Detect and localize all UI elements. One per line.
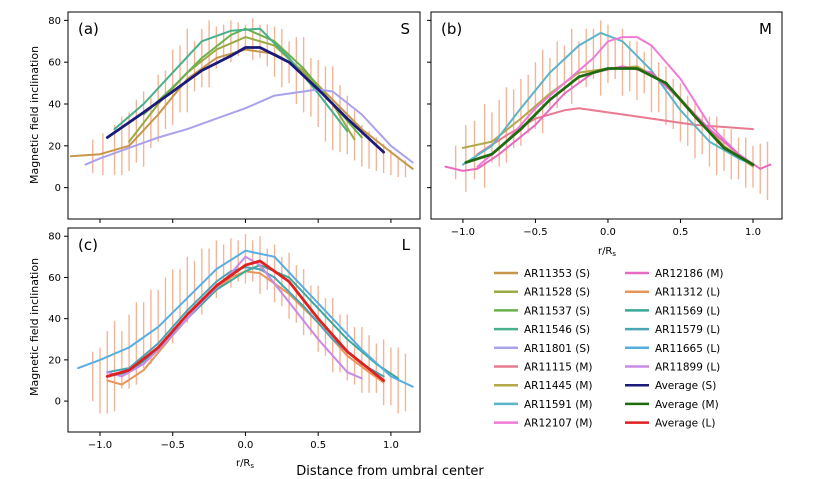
series-line-ar11591-m bbox=[461, 31, 754, 166]
legend-label: AR11801 (S) bbox=[524, 343, 590, 355]
y-tick-label: 60 bbox=[48, 58, 61, 69]
legend-label: Average (L) bbox=[655, 418, 716, 430]
x-tick-label: −0.5 bbox=[523, 227, 547, 238]
ylabel-top: Magnetic field inclination bbox=[28, 46, 41, 184]
panel-label-b: (b) bbox=[441, 20, 462, 38]
y-tick-label: 60 bbox=[48, 273, 61, 284]
y-tick-label: 80 bbox=[48, 16, 61, 27]
x-tick-label: 0.0 bbox=[600, 227, 616, 238]
y-tick-label: 0 bbox=[55, 397, 61, 408]
x-tick-label: −1.0 bbox=[88, 440, 112, 451]
corner-label-b: M bbox=[759, 20, 772, 38]
corner-label-c: L bbox=[402, 236, 411, 254]
legend-label: AR12107 (M) bbox=[524, 418, 592, 430]
plot-area-b bbox=[444, 20, 772, 201]
y-tick-label: 20 bbox=[48, 141, 61, 152]
panel-label-a: (a) bbox=[78, 20, 99, 38]
series-line-ar11353-s bbox=[69, 48, 414, 170]
legend-label: AR11537 (S) bbox=[524, 305, 590, 317]
legend-label: Average (S) bbox=[655, 380, 716, 392]
panel-label-c: (c) bbox=[78, 236, 98, 254]
series-line-ar12107-m bbox=[476, 36, 754, 168]
legend-label: AR11546 (S) bbox=[524, 324, 590, 336]
axes-frame-a bbox=[67, 11, 421, 220]
series-line-average-m bbox=[464, 67, 755, 166]
legend-label: AR11528 (S) bbox=[524, 287, 590, 299]
ylabel-bottom: Magnetic field inclination bbox=[28, 258, 41, 396]
panel-a: 0 20 40 60 80 (a) S bbox=[48, 11, 421, 223]
y-tick-label: 80 bbox=[48, 232, 61, 243]
series-line-ar11899-l bbox=[106, 255, 363, 380]
panel-b: −1.0 −0.5 0.0 0.5 1.0 (b) M bbox=[427, 11, 783, 238]
series-line-ar11537-s bbox=[142, 27, 363, 139]
series-line-ar11579-l bbox=[106, 266, 385, 378]
plot-area-c bbox=[77, 234, 414, 414]
y-tick-label: 40 bbox=[48, 314, 61, 325]
y-tick-label: 40 bbox=[48, 100, 61, 111]
x-tick-label: 1.0 bbox=[745, 227, 761, 238]
legend-label: AR12186 (M) bbox=[655, 268, 723, 280]
legend-label: AR11665 (L) bbox=[655, 343, 720, 355]
series-line-ar11665-l bbox=[77, 249, 414, 388]
series-line-average-l bbox=[105, 259, 385, 382]
legend-label: AR11579 (L) bbox=[655, 324, 720, 336]
panel-c: −1.0 −0.5 0.0 0.5 1.0 0 20 40 60 80 (c) L bbox=[48, 227, 421, 451]
x-tick-label: −1.0 bbox=[451, 227, 475, 238]
y-tick-label: 0 bbox=[55, 183, 61, 194]
legend-label: AR11591 (M) bbox=[524, 399, 592, 411]
series-line-average-s bbox=[105, 46, 385, 154]
legend-label: AR11899 (L) bbox=[655, 362, 720, 374]
x-tick-label: 1.0 bbox=[383, 440, 399, 451]
xlabel-sub-c: r/Rs bbox=[236, 458, 254, 470]
axes-frame-c bbox=[67, 227, 421, 433]
xlabel-sub-b: r/Rs bbox=[598, 246, 616, 258]
xlabel-global: Distance from umbral center bbox=[296, 464, 484, 479]
legend-label: AR11115 (M) bbox=[524, 362, 592, 374]
y-tick-label: 20 bbox=[48, 355, 61, 366]
series-line-ar11801-s bbox=[84, 88, 414, 166]
legend-label: AR11569 (L) bbox=[655, 305, 720, 317]
x-tick-label: −0.5 bbox=[161, 440, 185, 451]
legend: AR11353 (S) AR11528 (S) AR11537 (S) AR11546… bbox=[494, 268, 723, 430]
legend-label: AR11445 (M) bbox=[524, 380, 592, 392]
axes-frame-b bbox=[430, 11, 783, 220]
legend-label: Average (M) bbox=[655, 399, 719, 411]
x-tick-label: 0.0 bbox=[238, 440, 254, 451]
x-tick-label: 0.5 bbox=[673, 227, 689, 238]
legend-label: AR11312 (L) bbox=[655, 287, 720, 299]
plot-area-a bbox=[69, 18, 414, 178]
x-tick-label: 0.5 bbox=[310, 440, 326, 451]
legend-label: AR11353 (S) bbox=[524, 268, 590, 280]
corner-label-a: S bbox=[400, 20, 410, 38]
